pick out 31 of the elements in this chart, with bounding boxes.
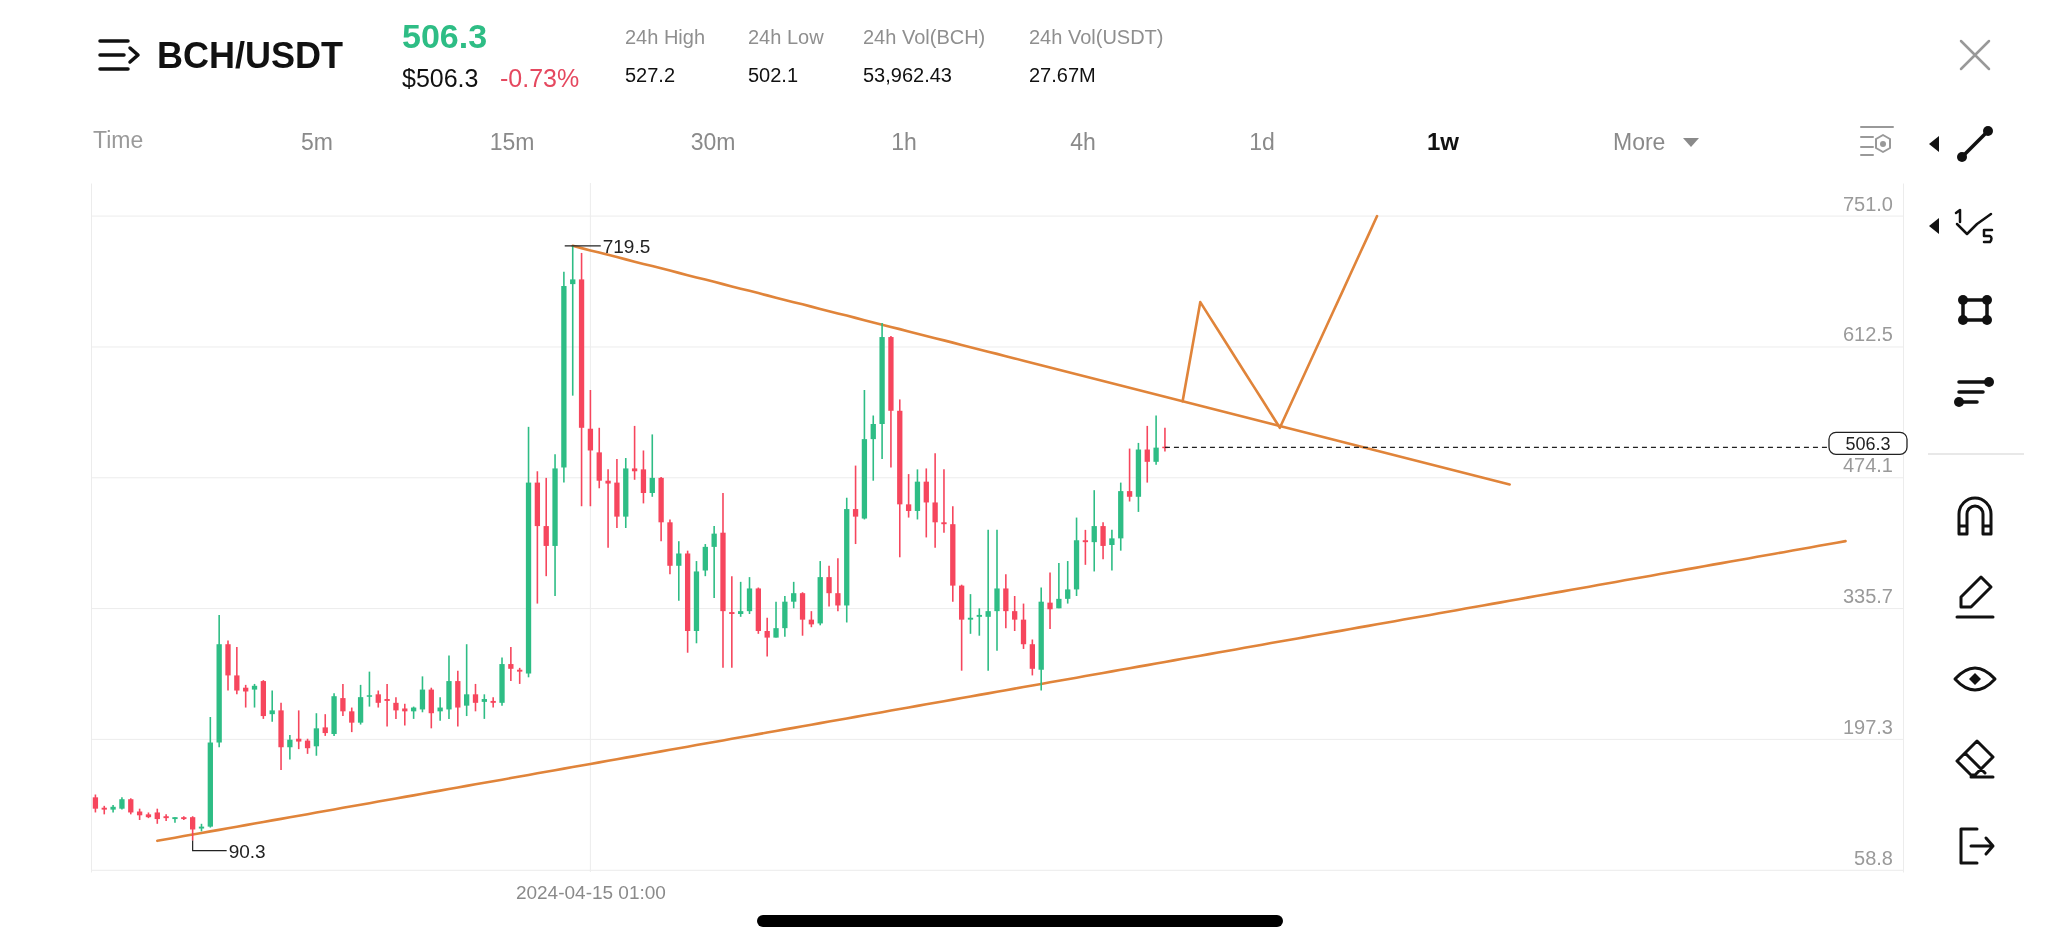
text: $506.3 — [402, 64, 479, 92]
y-tick-label: 58.8 — [1854, 846, 1893, 869]
text: Time — [93, 127, 144, 153]
text: 24h Vol(USDT) — [1029, 26, 1164, 48]
text: More — [1613, 129, 1666, 155]
text: 53,962.43 — [863, 64, 952, 86]
text: 30m — [690, 129, 736, 155]
annotation: 719.5 — [602, 235, 651, 257]
text: 24h Low — [748, 26, 825, 48]
text: 15m — [489, 129, 535, 155]
text: 527.2 — [625, 64, 676, 86]
text: 1h — [891, 129, 917, 155]
text: 1d — [1249, 129, 1275, 155]
y-tick-label: 197.3 — [1842, 715, 1893, 738]
annotation: 90.3 — [228, 840, 266, 862]
y-tick-label: 612.5 — [1842, 323, 1893, 346]
text: 24h High — [625, 26, 706, 48]
x-tick-label: 2024-04-15 01:00 — [515, 882, 666, 904]
y-tick-label: 474.1 — [1842, 454, 1893, 477]
text: 24h Vol(BCH) — [863, 26, 986, 48]
text: 506.3 — [402, 17, 488, 55]
text: 502.1 — [748, 64, 799, 86]
text: 4h — [1070, 129, 1096, 155]
text: 27.67M — [1029, 64, 1096, 86]
text: -0.73% — [500, 64, 580, 92]
y-tick-label: 335.7 — [1842, 585, 1893, 608]
text: 1w — [1426, 128, 1460, 155]
chart-title: BCH/USDT — [157, 35, 343, 76]
y-tick-label: 751.0 — [1842, 192, 1893, 215]
text: 5m — [301, 129, 333, 155]
ref-line-label: 506.3 — [1845, 434, 1891, 455]
